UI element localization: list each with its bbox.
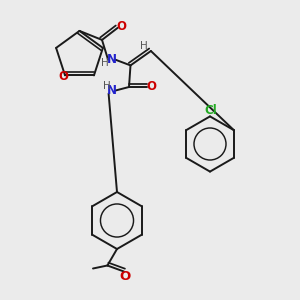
Text: H: H [103, 81, 111, 92]
Text: O: O [146, 80, 157, 93]
Text: O: O [117, 20, 127, 33]
Text: O: O [120, 270, 131, 284]
Text: H: H [101, 58, 109, 68]
Text: O: O [58, 70, 68, 83]
Text: H: H [140, 40, 148, 51]
Text: Cl: Cl [205, 104, 217, 117]
Text: N: N [106, 53, 117, 66]
Text: N: N [107, 84, 117, 97]
